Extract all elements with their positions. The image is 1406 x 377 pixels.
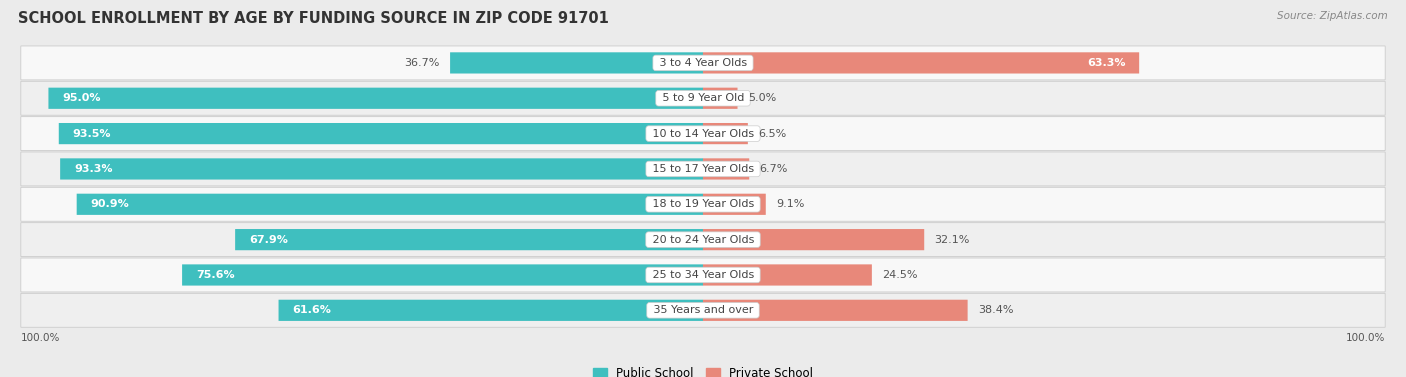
FancyBboxPatch shape [21, 223, 1385, 257]
Text: SCHOOL ENROLLMENT BY AGE BY FUNDING SOURCE IN ZIP CODE 91701: SCHOOL ENROLLMENT BY AGE BY FUNDING SOUR… [18, 11, 609, 26]
FancyBboxPatch shape [703, 300, 967, 321]
FancyBboxPatch shape [21, 46, 1385, 80]
Text: 93.5%: 93.5% [73, 129, 111, 139]
Text: 38.4%: 38.4% [979, 305, 1014, 315]
FancyBboxPatch shape [703, 88, 738, 109]
FancyBboxPatch shape [21, 81, 1385, 115]
Text: 10 to 14 Year Olds: 10 to 14 Year Olds [648, 129, 758, 139]
Text: 9.1%: 9.1% [776, 199, 804, 209]
FancyBboxPatch shape [703, 229, 924, 250]
Text: 25 to 34 Year Olds: 25 to 34 Year Olds [648, 270, 758, 280]
Text: 75.6%: 75.6% [195, 270, 235, 280]
Text: 90.9%: 90.9% [90, 199, 129, 209]
FancyBboxPatch shape [278, 300, 703, 321]
Text: 95.0%: 95.0% [62, 93, 101, 103]
Text: 15 to 17 Year Olds: 15 to 17 Year Olds [648, 164, 758, 174]
Text: 5 to 9 Year Old: 5 to 9 Year Old [658, 93, 748, 103]
Text: 100.0%: 100.0% [1346, 333, 1385, 343]
FancyBboxPatch shape [21, 187, 1385, 221]
FancyBboxPatch shape [703, 52, 1139, 74]
FancyBboxPatch shape [77, 194, 703, 215]
FancyBboxPatch shape [703, 264, 872, 286]
Legend: Public School, Private School: Public School, Private School [588, 362, 818, 377]
Text: 67.9%: 67.9% [249, 234, 288, 245]
Text: 63.3%: 63.3% [1087, 58, 1125, 68]
Text: Source: ZipAtlas.com: Source: ZipAtlas.com [1277, 11, 1388, 21]
Text: 18 to 19 Year Olds: 18 to 19 Year Olds [648, 199, 758, 209]
FancyBboxPatch shape [703, 158, 749, 179]
FancyBboxPatch shape [60, 158, 703, 179]
FancyBboxPatch shape [235, 229, 703, 250]
FancyBboxPatch shape [21, 258, 1385, 292]
Text: 61.6%: 61.6% [292, 305, 332, 315]
FancyBboxPatch shape [48, 88, 703, 109]
Text: 93.3%: 93.3% [75, 164, 112, 174]
FancyBboxPatch shape [450, 52, 703, 74]
Text: 36.7%: 36.7% [405, 58, 440, 68]
Text: 24.5%: 24.5% [882, 270, 918, 280]
FancyBboxPatch shape [59, 123, 703, 144]
FancyBboxPatch shape [21, 116, 1385, 150]
FancyBboxPatch shape [21, 293, 1385, 327]
FancyBboxPatch shape [703, 194, 766, 215]
Text: 20 to 24 Year Olds: 20 to 24 Year Olds [648, 234, 758, 245]
FancyBboxPatch shape [703, 123, 748, 144]
Text: 3 to 4 Year Olds: 3 to 4 Year Olds [655, 58, 751, 68]
FancyBboxPatch shape [183, 264, 703, 286]
FancyBboxPatch shape [21, 152, 1385, 186]
Text: 32.1%: 32.1% [935, 234, 970, 245]
Text: 5.0%: 5.0% [748, 93, 776, 103]
Text: 35 Years and over: 35 Years and over [650, 305, 756, 315]
Text: 6.7%: 6.7% [759, 164, 787, 174]
Text: 6.5%: 6.5% [758, 129, 786, 139]
Text: 100.0%: 100.0% [21, 333, 60, 343]
